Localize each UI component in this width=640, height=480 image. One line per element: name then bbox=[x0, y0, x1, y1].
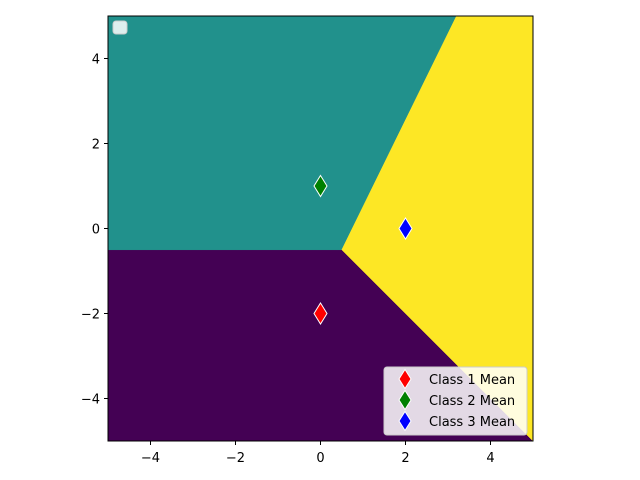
y-tick-label: 4 bbox=[92, 53, 100, 68]
legend-label-class-2: Class 2 Mean bbox=[429, 394, 515, 409]
legend: Class 1 Mean Class 2 Mean Class 3 Mean bbox=[383, 366, 528, 436]
legend-marker-class-1 bbox=[398, 368, 412, 390]
legend-marker-class-2 bbox=[398, 389, 412, 411]
class-3-mean-marker bbox=[398, 217, 413, 240]
empty-legend-frame bbox=[112, 20, 128, 35]
x-axis-ticks: −4 −2 0 2 4 bbox=[141, 441, 495, 466]
x-tick-label: −2 bbox=[226, 451, 245, 466]
empty-legend-box bbox=[112, 20, 128, 35]
y-tick-label: 0 bbox=[92, 223, 100, 238]
y-axis-ticks: −4 −2 0 2 4 bbox=[81, 53, 108, 408]
legend-label-class-3: Class 3 Mean bbox=[429, 415, 515, 430]
legend-frame bbox=[383, 366, 528, 436]
y-tick-label: −2 bbox=[81, 308, 100, 323]
class-2-mean-marker bbox=[313, 174, 328, 198]
x-tick-label: 2 bbox=[401, 451, 409, 466]
class-1-mean-marker bbox=[313, 302, 328, 325]
class-mean-markers bbox=[313, 174, 413, 325]
y-tick-label: −4 bbox=[81, 393, 100, 408]
legend-label-class-1: Class 1 Mean bbox=[429, 373, 515, 388]
y-tick-label: 2 bbox=[92, 138, 100, 153]
legend-marker-class-3 bbox=[398, 410, 412, 432]
x-tick-label: −4 bbox=[141, 451, 160, 466]
x-tick-label: 4 bbox=[486, 451, 494, 466]
x-tick-label: 0 bbox=[316, 451, 324, 466]
